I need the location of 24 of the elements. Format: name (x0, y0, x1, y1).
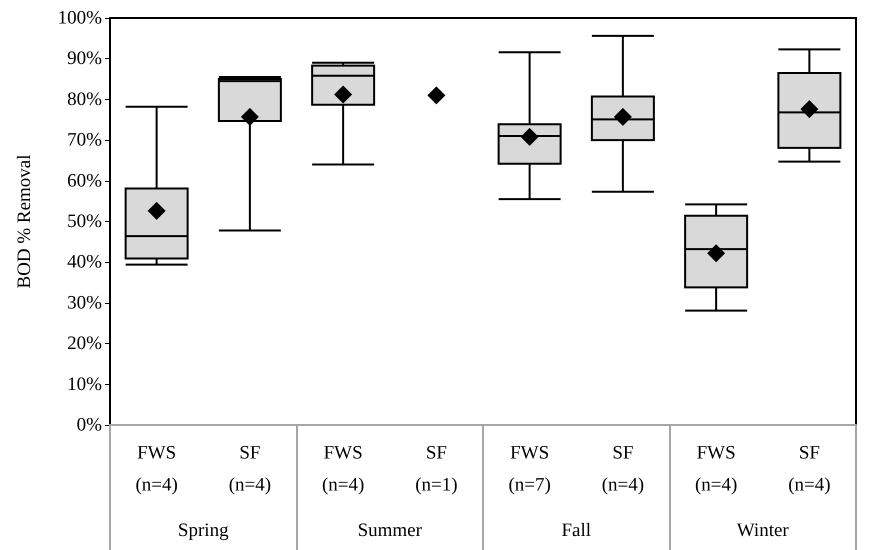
y-tick-label: 80% (67, 88, 102, 110)
y-tick-label: 50% (67, 211, 102, 232)
x-tick-label: SF (n=4) (788, 442, 831, 496)
y-tick-label: 10% (67, 374, 102, 395)
x-tick-label: FWS (n=4) (135, 442, 178, 496)
x-tick-label: FWS (n=7) (508, 442, 551, 496)
y-tick-label: 60% (67, 170, 102, 192)
y-tick-label: 0% (76, 414, 102, 436)
text: Spring (178, 520, 230, 541)
y-tick-label: 90% (67, 48, 102, 70)
text: Winter (736, 520, 790, 541)
x-tick-label: FWS (n=4) (694, 442, 738, 496)
y-tick-label: 70% (67, 130, 102, 151)
x-tick-label: SF (n=4) (228, 442, 272, 496)
y-axis-title: BOD % Removal (14, 154, 35, 289)
text: Fall (561, 520, 592, 541)
y-tick-label: 100% (58, 8, 102, 28)
x-tick-label: FWS (n=4) (322, 442, 364, 496)
y-tick-label: 40% (67, 252, 102, 273)
x-tick-label: SF (n=1) (415, 442, 458, 496)
y-tick-label: 20% (67, 333, 102, 354)
text: Summer (358, 520, 423, 541)
y-tick-label: 30% (67, 292, 102, 314)
x-tick-label: SF (n=4) (602, 442, 644, 496)
